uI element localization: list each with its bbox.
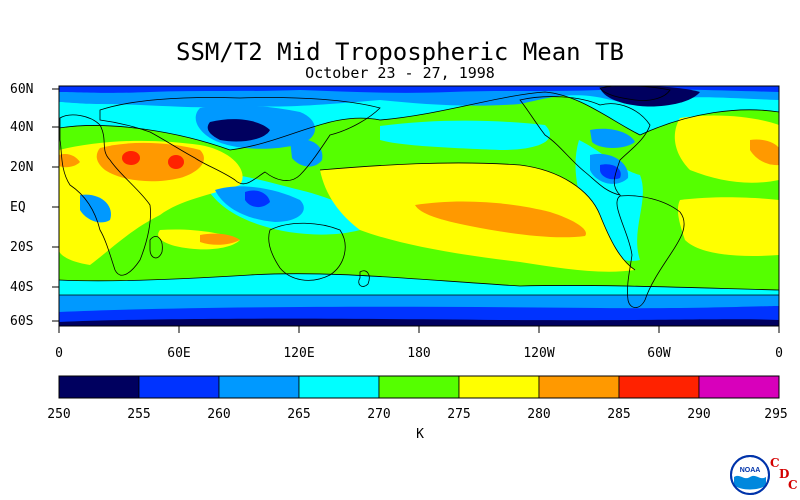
- band-250-255-south: [59, 318, 779, 326]
- lat-label-60s: 60S: [10, 314, 34, 329]
- colorbar-swatch: [618, 375, 700, 399]
- lon-label-60e: 60E: [167, 346, 191, 361]
- colorbar-swatch: [298, 375, 380, 399]
- colorbar-label: 285: [607, 407, 631, 422]
- band-250-255-greenland: [600, 86, 700, 107]
- lon-label-120e: 120E: [283, 346, 315, 361]
- colorbar-label: 255: [127, 407, 151, 422]
- colorbar-swatch: [138, 375, 220, 399]
- lon-label-180: 180: [407, 346, 431, 361]
- cdc-letter: C: [770, 456, 780, 470]
- lat-label-40n: 40N: [10, 120, 34, 135]
- colorbar-label: 250: [47, 407, 71, 422]
- band-285-290-spot1: [122, 151, 140, 165]
- cdc-letter: C: [788, 478, 798, 492]
- eurasia-outline: [99, 97, 381, 185]
- colorbar-label: 290: [687, 407, 711, 422]
- australia-outline: [268, 222, 346, 281]
- band-260-265-ind: [80, 194, 111, 223]
- contour-line-north: [59, 91, 779, 151]
- lon-label-0: 0: [55, 346, 63, 361]
- colorbar-swatch: [538, 375, 620, 399]
- colorbar: [58, 375, 780, 399]
- map-title: SSM/T2 Mid Tropospheric Mean TB: [176, 38, 624, 66]
- band-280-285-natl: [750, 139, 779, 166]
- lat-label-20n: 20N: [10, 160, 34, 175]
- band-250-255-asia: [207, 119, 270, 142]
- lon-label-60w: 60W: [647, 346, 671, 361]
- band-260-265-north: [59, 86, 779, 108]
- band-255-260-indo: [245, 190, 270, 208]
- band-280-285-sio: [200, 233, 240, 245]
- colorbar-label: 275: [447, 407, 471, 422]
- axis-ticks: [52, 88, 780, 333]
- south-america-outline: [616, 195, 685, 308]
- colorbar-swatch: [218, 375, 300, 399]
- colorbar-swatch: [378, 375, 460, 399]
- lat-label-eq: EQ: [10, 200, 26, 215]
- contour-line-south: [59, 273, 779, 291]
- band-280-285-pacific: [415, 201, 586, 238]
- lon-label-120w: 120W: [523, 346, 555, 361]
- africa-outline: [59, 114, 151, 276]
- temperature-field: [59, 86, 779, 326]
- colorbar-label: 280: [527, 407, 551, 422]
- map-subtitle: October 23 - 27, 1998: [305, 64, 495, 82]
- lon-label-0-east: 0: [775, 346, 783, 361]
- band-260-265-china: [290, 139, 323, 167]
- nz-outline: [358, 270, 370, 287]
- colorbar-swatch: [458, 375, 540, 399]
- band-260-265-namer: [590, 128, 635, 148]
- colorbar-label: 270: [367, 407, 391, 422]
- madagascar-outline: [149, 236, 163, 259]
- band-275-280-satl: [677, 197, 779, 257]
- cdc-letter: D: [779, 467, 790, 481]
- contour-line-pacific: [319, 162, 636, 271]
- band-cyan-npac: [380, 120, 550, 150]
- band-275-280-africa: [59, 140, 243, 265]
- lat-label-60n: 60N: [10, 82, 34, 97]
- colorbar-swatch: [58, 375, 140, 399]
- colorbar-swatch: [698, 375, 780, 399]
- colorbar-frame: [58, 375, 780, 399]
- band-255-260-gulf: [600, 164, 621, 180]
- band-280-285-west: [59, 153, 80, 168]
- coastlines: [59, 86, 685, 308]
- colorbar-units: K: [416, 427, 424, 442]
- colorbar-label: 260: [207, 407, 231, 422]
- north-america-outline: [519, 96, 651, 196]
- band-285-290-spot2: [168, 155, 184, 169]
- band-275-280-natl: [674, 115, 779, 183]
- noaa-logo: NOAA: [730, 455, 770, 495]
- lat-label-40s: 40S: [10, 280, 34, 295]
- colorbar-label: 265: [287, 407, 311, 422]
- band-255-260-north: [59, 86, 779, 93]
- colorbar-label: 295: [764, 407, 788, 422]
- logo-text: NOAA: [740, 467, 761, 474]
- greenland-outline: [599, 86, 671, 101]
- band-280-285-sahara: [96, 142, 204, 182]
- lat-label-20s: 20S: [10, 240, 34, 255]
